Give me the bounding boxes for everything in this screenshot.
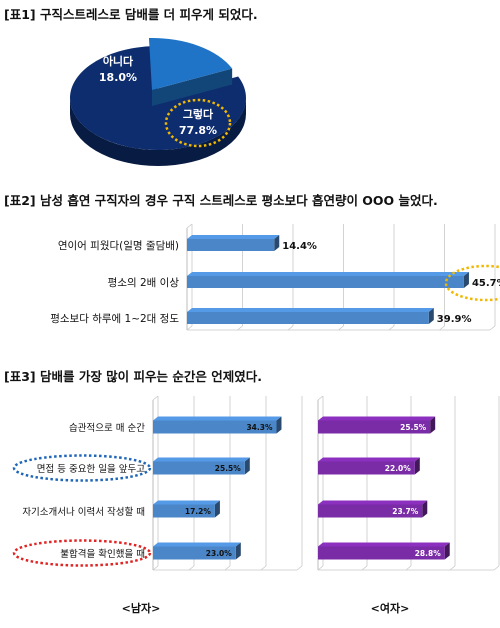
chart2-floorline	[237, 325, 243, 331]
chart3-bar	[153, 461, 245, 475]
chart3-panel-corner	[152, 395, 159, 401]
chart3-panel-female: 25.5% 22.0% 23.7% 28.8% <여자>	[317, 395, 500, 615]
chart3-panel-floorline	[361, 565, 368, 571]
chart2-floorline	[439, 325, 445, 331]
chart3-panel-floorline	[317, 565, 324, 571]
chart2-bar-end	[463, 272, 469, 288]
chart3-bar-end	[276, 416, 282, 434]
chart3-bar-end	[444, 542, 450, 560]
chart2-floorline	[388, 325, 395, 331]
chart2-data-label: 39.9%	[437, 314, 472, 325]
chart2-bar-end	[428, 308, 434, 324]
pie-slice-small	[148, 38, 233, 90]
chart2-highlight-ellipse	[444, 264, 500, 302]
chart3-data-label: 23.0%	[206, 549, 233, 558]
chart3-bar-end	[430, 416, 436, 434]
chart3-panel-floorline	[296, 565, 303, 571]
chart-title: [표1] 구직스트레스로 담배를 더 피우게 되었다.	[4, 7, 258, 22]
chart3-panel-floorline	[224, 565, 231, 571]
chart2-category-label: 연이어 피웠다(일명 줄담배)	[58, 239, 179, 252]
pie-label-yes: 그렇다	[183, 107, 214, 121]
chart3-panel-floorline	[188, 565, 195, 571]
chart3-data-label: 23.7%	[392, 507, 419, 516]
chart3-bar	[153, 504, 215, 518]
chart3-series-name: <여자>	[371, 601, 410, 615]
chart3-bar-end	[214, 500, 220, 518]
chart3-bar-top	[318, 500, 428, 505]
chart2-category-label: 평소보다 하루에 1~2대 정도	[50, 312, 179, 325]
chart3-category-label: 자기소개서나 이력서 작성할 때	[22, 506, 145, 518]
chart3-category-label: 면접 등 중요한 일을 앞두고	[37, 463, 145, 475]
chart3-data-label: 25.5%	[215, 464, 242, 473]
chart1-pie: [표1] 구직스트레스로 담배를 더 피우게 되었다. 아니다 18.0% 그렇다 77…	[4, 7, 258, 166]
chart3-bar-end	[244, 457, 250, 475]
chart3-bar	[318, 461, 415, 475]
chart3-bar-top	[153, 542, 241, 547]
chart3-panel-floorline	[449, 565, 456, 571]
pie-value-yes: 77.8%	[179, 124, 217, 137]
chart3-bar-top	[318, 416, 436, 421]
chart3-data-label: 22.0%	[385, 464, 412, 473]
chart3-bar: [표3] 담배를 가장 많이 피우는 순간은 언제였다. 34.3% 25.5% 17…	[4, 369, 500, 615]
chart3-bar	[153, 546, 236, 560]
chart3-highlight-ellipse	[12, 454, 152, 482]
chart2-bar	[187, 239, 275, 251]
chart3-bar	[318, 420, 431, 434]
chart2-floorline	[489, 325, 496, 331]
chart3-panel-corner	[317, 395, 324, 401]
pie-slice-small-side	[152, 68, 233, 106]
chart3-panel-floorline	[152, 565, 159, 571]
chart3-panel-floorline	[260, 565, 267, 571]
chart3-bar	[153, 420, 277, 434]
chart3-panel-floorline	[405, 565, 412, 571]
chart2-floorline	[338, 325, 344, 331]
chart3-bar-end	[414, 457, 420, 475]
chart3-panel-male: 34.3% 25.5% 17.2% 23.0% <남자>	[122, 395, 303, 615]
chart3-data-label: 17.2%	[185, 507, 212, 516]
chart3-bar-top	[318, 457, 420, 462]
chart2-bar	[187, 276, 464, 288]
chart3-data-label: 34.3%	[246, 423, 273, 432]
chart3-category-label: 불합격을 확인했을 때	[60, 548, 145, 560]
chart2-corner	[186, 223, 193, 229]
chart3-bar-end	[422, 500, 428, 518]
pie-label-no: 아니다	[103, 54, 134, 68]
chart3-bar-top	[318, 542, 450, 547]
chart2-bar-top	[187, 272, 469, 276]
chart2-floorline	[287, 325, 294, 331]
chart-title: [표3] 담배를 가장 많이 피우는 순간은 언제였다.	[4, 369, 262, 384]
chart2-bar-top	[187, 308, 434, 312]
chart3-highlight-ellipse	[12, 539, 152, 567]
chart3-panel-floorline	[493, 565, 500, 571]
chart-title: [표2] 남성 흡연 구직자의 경우 구직 스트레스로 평소보다 흡연량이 OO…	[4, 193, 438, 208]
chart2-bar-end	[274, 235, 280, 251]
chart3-data-label: 28.8%	[415, 549, 442, 558]
chart2-bar-top	[187, 235, 280, 239]
chart2-data-label: 14.4%	[282, 241, 317, 252]
chart2-floorline	[186, 325, 193, 331]
chart2-category-label: 평소의 2배 이상	[108, 277, 180, 289]
pie-value-no: 18.0%	[99, 71, 137, 84]
pie-slice-side	[70, 98, 246, 166]
chart2-data-label: 45.7%	[472, 278, 500, 289]
chart2-bar: [표2] 남성 흡연 구직자의 경우 구직 스트레스로 평소보다 흡연량이 OO…	[4, 193, 500, 331]
chart3-category-label: 습관적으로 매 순간	[69, 422, 145, 434]
chart3-bar-end	[235, 542, 241, 560]
chart3-data-label: 25.5%	[400, 423, 427, 432]
chart3-bar	[318, 504, 423, 518]
highlight-ellipse	[164, 98, 232, 148]
chart3-bar-top	[153, 457, 250, 462]
chart3-series-name: <남자>	[122, 601, 161, 615]
chart2-bar	[187, 312, 429, 324]
chart3-bar-top	[153, 416, 282, 421]
chart3-bar-top	[153, 500, 220, 505]
chart3-bar	[318, 546, 445, 560]
